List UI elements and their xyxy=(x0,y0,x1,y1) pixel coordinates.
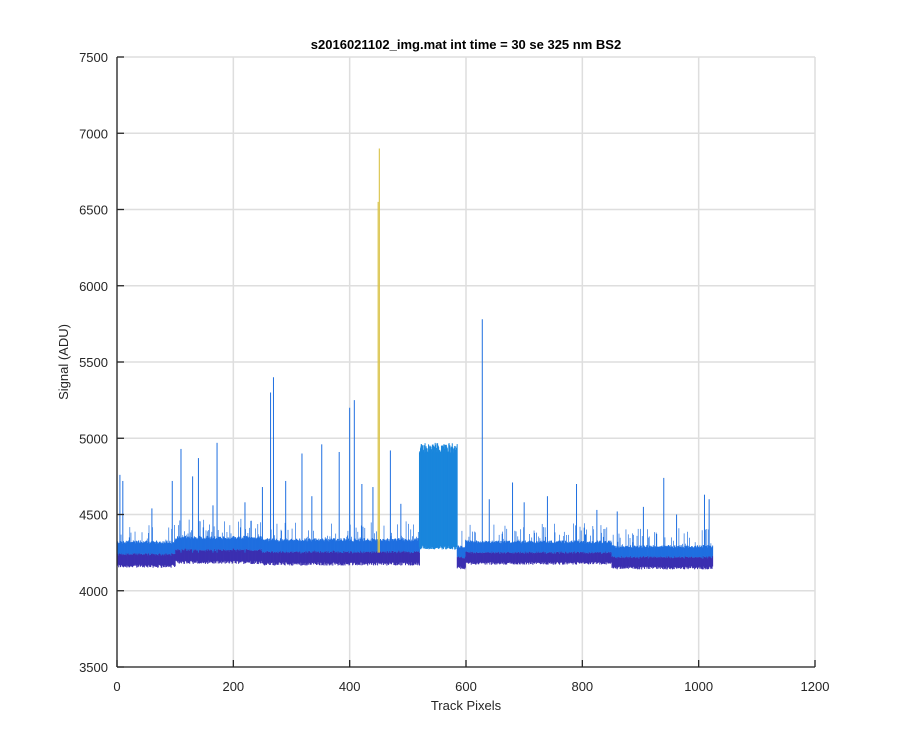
y-tick-label: 6000 xyxy=(79,279,108,294)
x-tick-label: 0 xyxy=(113,679,120,694)
x-tick-label: 400 xyxy=(339,679,361,694)
grid xyxy=(116,56,816,668)
y-axis-label: Signal (ADU) xyxy=(56,324,71,400)
x-tick-label: 800 xyxy=(571,679,593,694)
y-tick-label: 4000 xyxy=(79,584,108,599)
x-tick-label: 600 xyxy=(455,679,477,694)
x-tick-label: 200 xyxy=(222,679,244,694)
x-axis-label: Track Pixels xyxy=(431,698,502,713)
x-tick-label: 1200 xyxy=(801,679,830,694)
y-tick-label: 5000 xyxy=(79,431,108,446)
y-tick-label: 3500 xyxy=(79,660,108,675)
y-tick-label: 7500 xyxy=(79,50,108,65)
y-tick-label: 7000 xyxy=(79,126,108,141)
x-tick-label: 1000 xyxy=(684,679,713,694)
y-tick-label: 4500 xyxy=(79,508,108,523)
y-tick-label: 6500 xyxy=(79,203,108,218)
axis-ticks: 0 200 400 600 800 1000 1200 3500 4000 4500 5000 550… xyxy=(79,50,829,694)
plot-area xyxy=(117,148,714,570)
y-tick-label: 5500 xyxy=(79,355,108,370)
chart-title: s2016021102_img.mat int time = 30 se 325… xyxy=(311,37,621,52)
